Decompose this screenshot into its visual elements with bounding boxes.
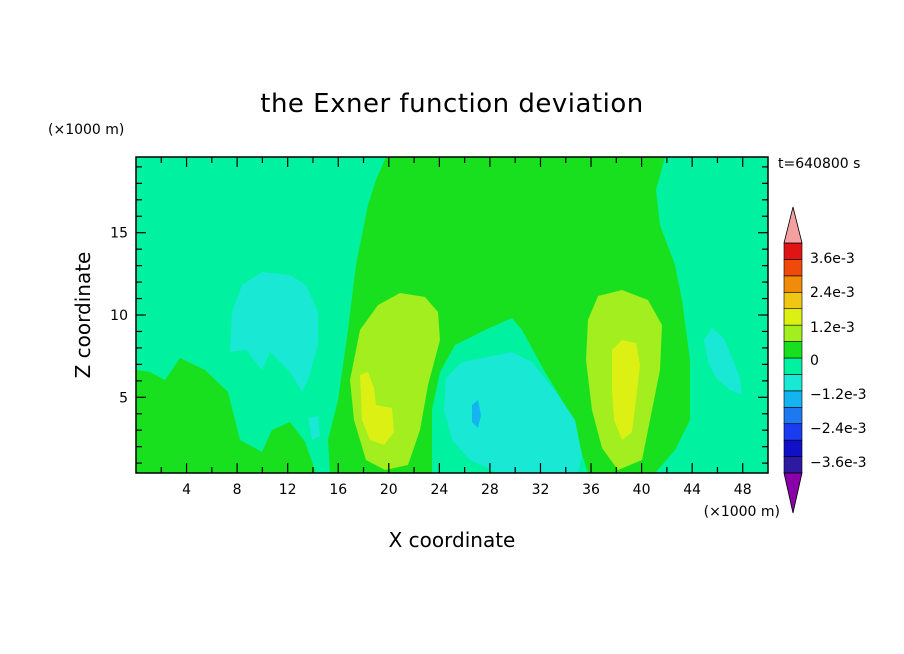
x-axis: 4 8 12 16 20 24 28 32 36 40 44 48	[160, 157, 752, 498]
x-tick-label: 44	[683, 482, 701, 498]
y-unit-label: (×1000 m)	[48, 122, 124, 138]
x-tick-label: 36	[582, 482, 600, 498]
x-tick-label: 16	[329, 482, 347, 498]
x-tick-label: 48	[734, 482, 752, 498]
colorbar-segment	[783, 308, 803, 326]
colorbar-segment	[783, 341, 803, 359]
y-tick-label: 15	[110, 226, 128, 242]
region-moderate-negative	[472, 400, 481, 428]
colorbar-segment	[783, 242, 803, 260]
colorbar-segment	[783, 406, 803, 425]
colorbar-segment	[783, 259, 803, 277]
region-weak-negative-3	[704, 328, 742, 395]
x-tick-label: 8	[233, 482, 242, 498]
y-tick-label: 10	[110, 308, 128, 324]
y-axis: 5 10 15	[110, 166, 768, 464]
colorbar-segment	[783, 324, 803, 342]
region-positive-left	[136, 358, 316, 473]
region-weak-negative-1	[230, 272, 318, 392]
colorbar-segment	[783, 275, 803, 293]
colorbar-segment	[783, 423, 803, 441]
x-tick-label: 32	[532, 482, 550, 498]
x-tick-label: 4	[182, 482, 191, 498]
region-moderate-positive-1	[360, 372, 394, 445]
chart-title: the Exner function deviation	[260, 89, 644, 119]
x-tick-label: 28	[481, 482, 499, 498]
x-tick-label: 24	[430, 482, 448, 498]
region-weak-negative-4	[308, 416, 320, 440]
colorbar-segment	[783, 456, 803, 474]
colorbar-label: 0	[810, 353, 819, 369]
colorbar-label: −3.6e-3	[810, 455, 867, 471]
colorbar-label: 2.4e-3	[810, 285, 855, 301]
y-axis-label: Z coordinate	[71, 252, 95, 379]
x-tick-label: 40	[633, 482, 651, 498]
colorbar-label: −1.2e-3	[810, 387, 867, 403]
x-axis-label: X coordinate	[389, 528, 516, 552]
colorbar-segment	[783, 390, 803, 408]
region-weak-negative-2	[444, 352, 582, 473]
colorbar-top-arrow	[783, 206, 803, 244]
colorbar-label: 1.2e-3	[810, 320, 855, 336]
colorbar-bottom-arrow	[783, 472, 803, 514]
x-tick-label: 20	[380, 482, 398, 498]
colorbar-segment	[783, 357, 803, 375]
colorbar: 3.6e-3 2.4e-3 1.2e-3 0 −1.2e-3 −2.4e-3 −3.6e-3	[783, 206, 867, 514]
region-moderate-positive-2	[612, 340, 640, 440]
time-label: t=640800 s	[778, 156, 860, 172]
contour-field	[136, 157, 768, 473]
colorbar-segment	[783, 374, 803, 392]
colorbar-label: 3.6e-3	[810, 251, 855, 267]
y-tick-label: 5	[119, 390, 128, 406]
x-unit-label: (×1000 m)	[704, 504, 780, 520]
colorbar-label: −2.4e-3	[810, 421, 867, 437]
colorbar-segment	[783, 439, 803, 457]
x-tick-label: 12	[279, 482, 297, 498]
colorbar-segment	[783, 291, 803, 310]
